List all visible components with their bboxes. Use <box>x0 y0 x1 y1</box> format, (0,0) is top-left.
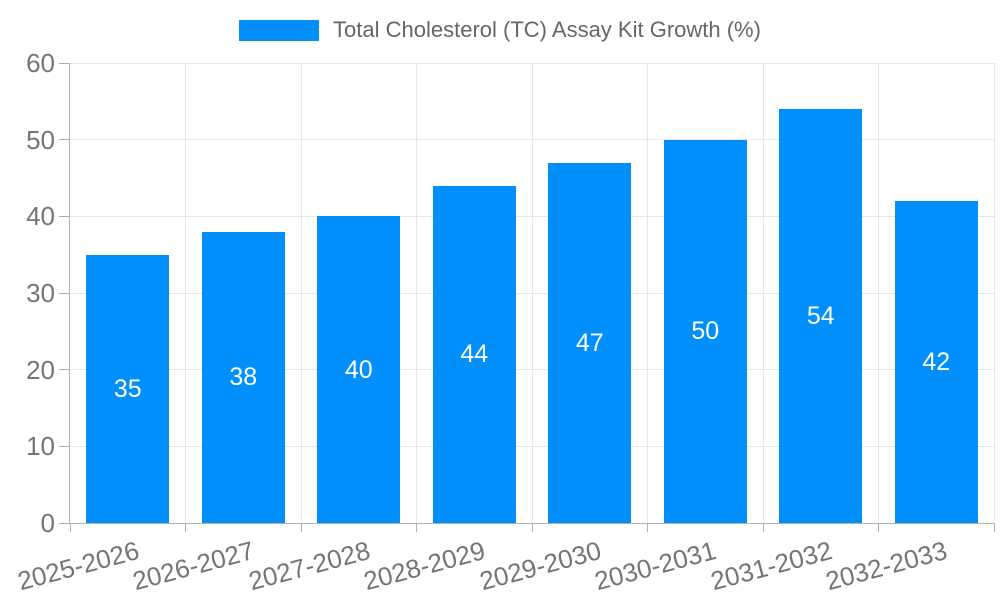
chart-bar[interactable]: 44 <box>432 185 516 523</box>
gridline-vertical <box>762 63 764 523</box>
chart-bar[interactable]: 42 <box>894 201 978 523</box>
bar-value-label: 50 <box>691 317 720 346</box>
bar-value-label: 35 <box>113 374 142 403</box>
x-axis-tick <box>300 523 302 532</box>
gridline-vertical <box>647 63 648 523</box>
legend-swatch <box>239 19 320 41</box>
x-axis-tick <box>185 523 186 532</box>
gridline-vertical <box>531 63 533 523</box>
gridline-vertical <box>300 63 302 523</box>
bar-value-label: 47 <box>575 328 604 357</box>
chart-bar[interactable]: 47 <box>548 162 632 523</box>
y-tick-label: 10 <box>26 431 55 462</box>
bar-value-label: 40 <box>344 355 373 384</box>
legend-label: Total Cholesterol (TC) Assay Kit Growth … <box>333 17 761 42</box>
bar-value-label: 54 <box>806 302 835 330</box>
chart-bar[interactable]: 40 <box>317 216 401 523</box>
x-axis-tick <box>416 523 417 532</box>
y-axis-tick <box>59 369 69 371</box>
bar-value-label: 44 <box>460 340 489 369</box>
bar-value-label: 42 <box>922 348 951 376</box>
y-tick-label: 40 <box>26 201 55 232</box>
y-tick-label: 0 <box>40 508 55 538</box>
chart-bar[interactable]: 50 <box>663 139 747 523</box>
y-axis-tick <box>59 292 69 294</box>
y-axis-tick <box>59 522 69 524</box>
gridline-vertical <box>185 63 186 523</box>
plot-area: 35 38 40 44 47 50 54 42 <box>59 62 995 532</box>
chart-bar[interactable]: 54 <box>779 109 863 523</box>
y-tick-label: 60 <box>26 48 55 78</box>
y-axis-tick <box>59 139 69 141</box>
x-axis-tick <box>762 523 764 532</box>
gridline-vertical <box>416 63 417 523</box>
x-axis-tick <box>69 523 71 532</box>
y-axis-tick <box>59 445 69 447</box>
y-axis-tick <box>59 215 69 217</box>
y-tick-label: 50 <box>26 124 55 155</box>
y-axis-tick <box>59 62 69 64</box>
x-axis-tick <box>878 523 879 532</box>
bar-value-label: 38 <box>229 363 258 392</box>
x-axis-tick <box>531 523 533 532</box>
y-tick-label: 30 <box>26 278 55 308</box>
gridline-vertical <box>993 63 995 523</box>
chart-bar[interactable]: 35 <box>86 254 170 523</box>
x-axis-tick <box>993 523 995 532</box>
x-axis-tick <box>647 523 648 532</box>
chart-legend[interactable]: Total Cholesterol (TC) Assay Kit Growth … <box>0 17 1000 43</box>
chart-bar[interactable]: 38 <box>201 231 285 523</box>
y-tick-label: 20 <box>26 354 55 385</box>
gridline-vertical <box>878 63 879 523</box>
